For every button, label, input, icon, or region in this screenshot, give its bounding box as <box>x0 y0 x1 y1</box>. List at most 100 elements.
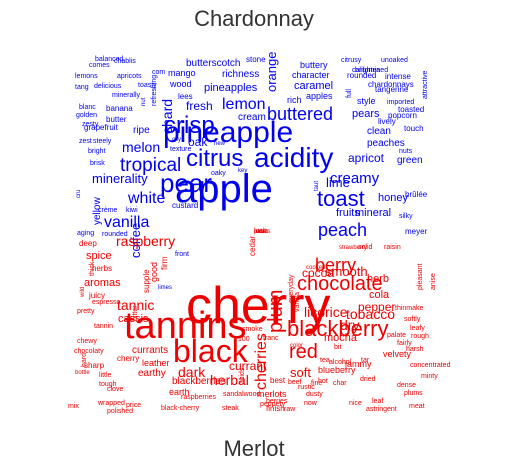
merlot-word: minty <box>421 373 438 380</box>
merlot-word: licorice <box>304 304 348 320</box>
merlot-word: currants <box>132 345 168 356</box>
chardonnay-word: lively <box>378 117 396 126</box>
chardonnay-word: apricots <box>117 73 142 80</box>
chardonnay-word: cru <box>76 190 82 198</box>
merlot-word: steak <box>222 405 239 412</box>
chardonnay-word: buttery <box>300 60 328 70</box>
chardonnay-word: full <box>346 89 353 98</box>
chardonnay-word: coffee <box>128 223 143 258</box>
chardonnay-word: com <box>152 69 165 76</box>
merlot-word: plush <box>254 229 268 235</box>
merlot-word: concentrated <box>410 362 451 369</box>
merlot-word: berry <box>315 255 356 275</box>
chardonnay-word: banana <box>106 104 133 113</box>
merlot-word: mocha <box>324 332 358 344</box>
chardonnay-word: brightened <box>355 67 388 74</box>
chardonnay-word: butterscotch <box>186 58 240 69</box>
merlot-word: tea <box>320 357 330 364</box>
chardonnay-word: richness <box>222 69 259 80</box>
merlot-word: mix <box>68 403 79 410</box>
chardonnay-word: pear <box>160 168 212 198</box>
chardonnay-word: lime <box>326 175 350 190</box>
merlot-word: chewy <box>77 338 97 345</box>
merlot-word: fine <box>311 380 322 387</box>
merlot-word: cab <box>254 229 264 235</box>
merlot-word: wrapped <box>97 400 125 407</box>
merlot-word: good <box>149 262 159 282</box>
merlot-word: currant <box>229 359 267 373</box>
chardonnay-word: oak <box>188 135 208 149</box>
merlot-word: bottle <box>75 370 90 376</box>
merlot-word: meat <box>409 403 425 410</box>
merlot-word: tannic <box>117 297 154 313</box>
merlot-word: smooth <box>325 264 368 279</box>
merlot-word: raspberry <box>116 233 175 249</box>
chardonnay-word: taut <box>314 181 320 191</box>
merlot-word: pleasant <box>417 263 424 290</box>
merlot-word: nice <box>349 400 362 407</box>
merlot-word: soft <box>290 365 311 380</box>
chardonnay-word: melon <box>122 139 160 155</box>
merlot-word: leather <box>142 358 170 368</box>
merlot-title: Merlot <box>223 436 285 461</box>
chardonnay-word: stone <box>246 55 266 64</box>
merlot-word: dense <box>397 382 416 389</box>
merlot-word: jammy <box>344 359 372 369</box>
chardonnay-word: texture <box>170 146 192 153</box>
chardonnay-word: zest <box>79 138 92 145</box>
chardonnay-word: pineapple <box>163 116 293 149</box>
chardonnay-word: front <box>175 251 189 258</box>
merlot-word: little <box>99 372 112 379</box>
chardonnay-word: custard <box>172 201 198 210</box>
chardonnay-word: nuts <box>399 148 413 155</box>
merlot-word: herbal <box>210 372 249 388</box>
chardonnay-word: clean <box>367 126 391 137</box>
chardonnay-word: tropical <box>120 155 181 176</box>
merlot-word: hard <box>81 353 88 367</box>
chardonnay-word: nut <box>141 97 147 106</box>
merlot-word: berries <box>266 398 288 405</box>
chardonnay-word: mango <box>168 68 196 78</box>
merlot-word: cooked <box>306 265 325 271</box>
merlot-word: supple <box>142 269 151 293</box>
chardonnay-word: tang <box>75 84 89 91</box>
chardonnay-word: ripe <box>133 125 150 136</box>
merlot-word: now <box>304 400 318 407</box>
merlot-word: cocoa <box>302 266 334 280</box>
merlot-word: dried <box>360 376 376 383</box>
chardonnay-word: creamy <box>330 170 380 187</box>
chardonnay-word: minerality <box>92 171 148 186</box>
merlot-word: earth <box>169 387 190 397</box>
merlot-word: merlots <box>257 389 287 399</box>
chardonnay-word: rounded <box>347 71 376 80</box>
merlot-word: cassis <box>118 313 149 325</box>
chardonnay-word: wood <box>169 79 192 89</box>
merlot-word: dusty <box>306 391 323 398</box>
merlot-word: chocolaty <box>74 348 104 355</box>
chardonnay-word: crème <box>98 207 118 214</box>
merlot-word: sharp <box>84 361 105 370</box>
merlot-word: chocolate <box>297 273 383 295</box>
merlot-word: plum <box>265 290 287 333</box>
chardonnay-word: grapefruit <box>84 123 119 132</box>
merlot-word: smoke <box>242 326 263 333</box>
chardonnay-word: character <box>292 70 330 80</box>
chardonnay-word: chablis <box>114 58 136 65</box>
merlot-word: aromas <box>84 277 121 289</box>
chardonnay-word: popcorn <box>388 111 417 120</box>
merlot-word: earthy <box>138 368 166 379</box>
merlot-word: plums <box>404 390 423 397</box>
merlot-word: leafy <box>410 325 425 332</box>
chardonnay-word: oaky <box>211 170 226 177</box>
merlot-word: softly <box>404 316 421 323</box>
chardonnay-word: butter <box>106 115 127 124</box>
chardonnay-word: steely <box>93 138 112 145</box>
merlot-word: tar <box>361 357 370 364</box>
chardonnay-word: green <box>397 155 423 166</box>
merlot-word: strawberry <box>339 245 367 251</box>
merlot-word: everyday <box>288 274 295 303</box>
chardonnay-word: citrusy <box>341 57 362 64</box>
chardonnay-word: zesty <box>82 121 99 128</box>
chardonnay-word: peach <box>318 220 367 240</box>
chardonnay-word: peaches <box>367 138 405 149</box>
